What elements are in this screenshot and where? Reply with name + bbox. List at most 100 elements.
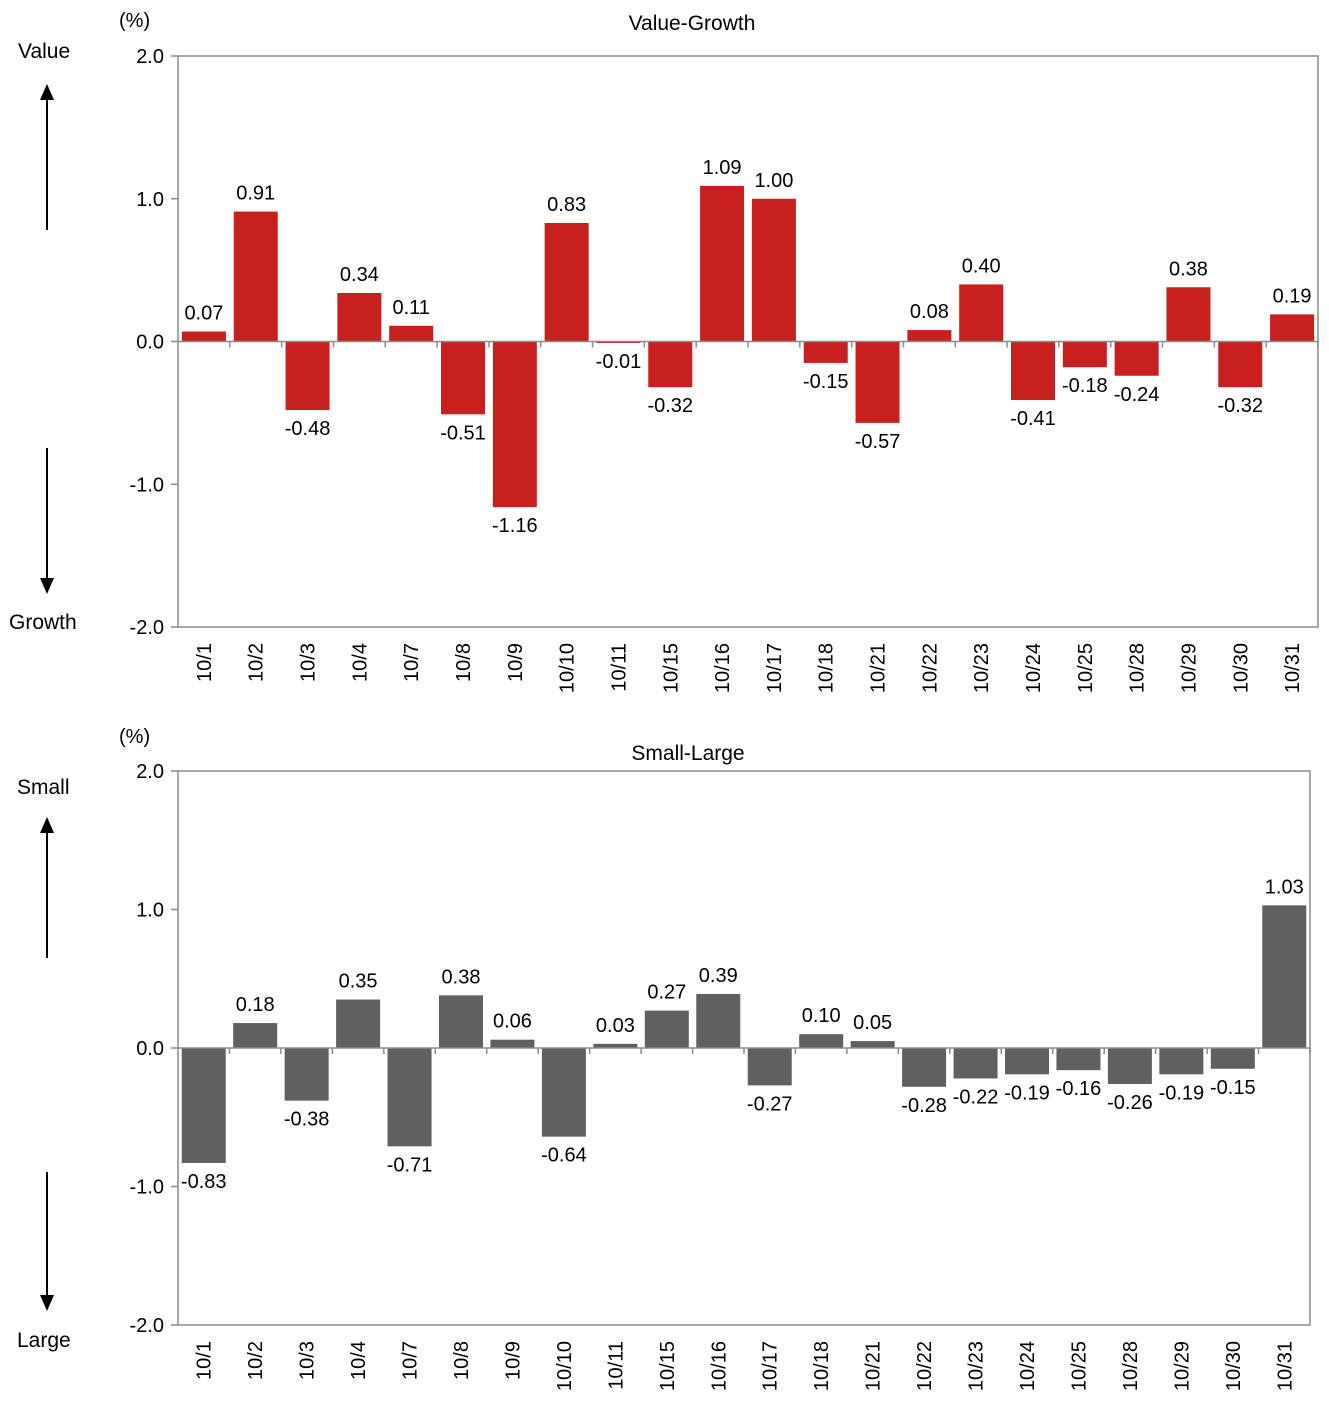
x-tick-label: 10/16	[708, 1341, 730, 1391]
x-tick-label: 10/10	[554, 1341, 576, 1391]
bar	[803, 341, 848, 363]
arrow-down-icon	[40, 448, 54, 594]
data-label: 0.27	[647, 982, 686, 1004]
y-tick-label: 2.0	[136, 46, 164, 68]
x-tick-label: 10/3	[297, 1341, 319, 1380]
bar	[439, 995, 483, 1048]
data-label: -0.15	[1210, 1077, 1256, 1099]
data-label: -0.57	[855, 431, 901, 453]
x-tick-label: 10/30	[1230, 643, 1252, 693]
x-tick-label: 10/1	[194, 643, 216, 682]
data-label: 0.18	[236, 994, 275, 1016]
bar	[959, 284, 1004, 342]
bar	[751, 198, 796, 342]
bar	[1270, 314, 1315, 342]
x-tick-label: 10/17	[760, 1341, 782, 1391]
data-label: -0.28	[901, 1095, 947, 1117]
bar	[389, 325, 434, 342]
bar	[285, 341, 330, 411]
x-tick-label: 10/16	[712, 643, 734, 693]
x-tick-label: 10/23	[971, 643, 993, 693]
x-tick-label: 10/9	[502, 1341, 524, 1380]
data-label: -0.83	[181, 1171, 227, 1193]
large-label: Large	[17, 1329, 71, 1352]
bar	[1107, 1048, 1152, 1085]
bar	[1166, 287, 1211, 342]
x-tick-label: 10/21	[868, 643, 890, 693]
bar	[544, 223, 589, 342]
x-tick-label: 10/21	[863, 1341, 885, 1391]
data-label: 0.39	[699, 965, 738, 987]
data-label: -0.38	[284, 1109, 330, 1131]
data-label: 0.05	[853, 1012, 892, 1034]
data-label: 1.03	[1265, 876, 1304, 898]
x-tick-label: 10/11	[605, 1341, 627, 1390]
bar	[337, 292, 382, 342]
y-tick-label: -2.0	[130, 617, 164, 639]
data-label: -0.41	[1010, 408, 1056, 430]
data-label: 0.34	[340, 264, 379, 286]
x-tick-label: 10/29	[1171, 1341, 1193, 1391]
bar	[233, 1023, 278, 1048]
bar	[336, 999, 381, 1048]
x-tick-label: 10/30	[1223, 1341, 1245, 1391]
x-tick-label: 10/15	[660, 643, 682, 693]
chart-title: Small-Large	[631, 742, 745, 765]
bar	[492, 341, 537, 508]
data-label: -0.01	[596, 351, 642, 373]
data-label: 0.06	[493, 1011, 532, 1033]
x-tick-label: 10/15	[657, 1341, 679, 1391]
data-label: 0.38	[1169, 258, 1208, 280]
bar	[181, 1048, 226, 1163]
data-label: -0.71	[387, 1154, 433, 1176]
data-label: 0.10	[802, 1005, 841, 1027]
data-label: 0.91	[236, 183, 275, 205]
y-tick-label: -2.0	[130, 1315, 164, 1337]
bar	[387, 1048, 432, 1147]
data-label: 1.00	[754, 170, 793, 192]
bar	[284, 1048, 329, 1101]
bar	[1062, 341, 1107, 368]
data-label: -0.18	[1062, 375, 1108, 397]
bar	[1262, 905, 1307, 1048]
bar	[1218, 341, 1263, 388]
data-label: 0.35	[339, 971, 378, 993]
data-label: 0.83	[547, 194, 586, 216]
x-tick-label: 10/25	[1075, 643, 1097, 693]
x-tick-label: 10/7	[401, 643, 423, 682]
bar	[855, 341, 900, 423]
x-tick-label: 10/18	[816, 643, 838, 693]
bar	[541, 1048, 586, 1137]
bar	[441, 341, 485, 415]
arrow-up-icon	[40, 84, 54, 230]
y-tick-label: -1.0	[130, 1177, 164, 1199]
y-tick-label: 1.0	[136, 900, 164, 922]
data-label: -0.26	[1107, 1092, 1153, 1114]
x-tick-label: 10/24	[1023, 643, 1045, 693]
data-label: 1.09	[703, 157, 742, 179]
value-growth-chart: Value Growth (%) Value-Growth 2.0 1.0 0.0 -…	[9, 10, 1319, 693]
data-label: -0.19	[1159, 1082, 1205, 1104]
y-tick-label: -1.0	[130, 474, 164, 496]
bar	[490, 1039, 535, 1048]
data-label: -0.48	[285, 418, 331, 440]
x-tick-label: 10/4	[349, 643, 371, 682]
x-tick-label: 10/22	[914, 1341, 936, 1391]
x-tick-label: 10/31	[1274, 1341, 1296, 1391]
x-tick-label: 10/2	[246, 643, 268, 682]
bar	[907, 330, 952, 342]
x-tick-label: 10/10	[557, 643, 579, 693]
data-label: 0.11	[392, 297, 429, 319]
x-tick-label: 10/29	[1178, 643, 1200, 693]
value-label: Value	[18, 40, 71, 63]
data-label: 0.08	[910, 301, 949, 323]
data-label: -1.16	[492, 515, 538, 537]
x-tick-label: 10/8	[451, 1341, 473, 1380]
data-label: 0.38	[442, 966, 481, 988]
x-tick-label: 10/28	[1127, 643, 1149, 693]
x-tick-label: 10/25	[1068, 1341, 1090, 1391]
small-large-chart: Small Large (%) Small-Large 2.0 1.0 0.0 -1.…	[0, 715, 1329, 1401]
x-tick-label: 10/7	[400, 1341, 422, 1380]
unit-label: (%)	[119, 10, 151, 32]
x-tick-label: 10/24	[1017, 1341, 1039, 1391]
